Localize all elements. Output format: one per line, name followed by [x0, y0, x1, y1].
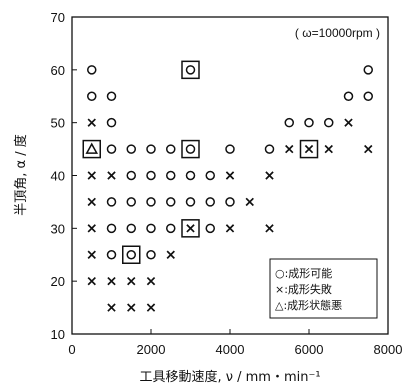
circle-point — [146, 197, 156, 207]
circle-point — [146, 223, 156, 234]
cross-point — [186, 224, 195, 233]
circle-point — [146, 144, 156, 154]
y-axis-title: 半頂角, α / 度 — [13, 134, 29, 215]
cross-point — [87, 276, 96, 286]
x-tick-label: 6000 — [295, 342, 324, 357]
y-tick-label: 70 — [51, 10, 65, 25]
boxed-point-frame — [82, 139, 101, 159]
cross-point — [87, 197, 96, 207]
cross-point — [146, 276, 156, 286]
circle-point — [106, 91, 117, 101]
x-tick-label: 8000 — [374, 342, 403, 357]
y-tick-label: 20 — [51, 274, 65, 289]
circle-point — [166, 197, 176, 207]
circle-point — [126, 250, 136, 260]
cross-point — [245, 197, 254, 207]
legend-label: ○:成形可能 — [275, 266, 332, 280]
circle-point — [363, 91, 373, 101]
cross-point — [146, 303, 156, 312]
data-marks — [82, 60, 373, 312]
boxed-point-frame — [299, 139, 319, 159]
circle-point — [284, 117, 294, 128]
boxed-point-frame — [181, 219, 200, 238]
axis-ticks: 0 2000 4000 6000 8000 10 20 30 40 50 60 70 — [51, 10, 403, 357]
legend: ○:成形可能 ×:成形失敗 △:成形状態悪 — [269, 258, 378, 319]
cross-point — [324, 144, 333, 154]
legend-box — [269, 258, 378, 319]
circle-point — [166, 170, 176, 181]
triangle-point — [85, 142, 99, 154]
circle-point — [106, 117, 117, 128]
circle-point — [106, 144, 117, 154]
x-tick-label: 0 — [68, 342, 75, 357]
boxed-point-frame — [181, 60, 200, 80]
circle-point — [146, 170, 156, 181]
y-tick-label: 40 — [51, 169, 65, 184]
legend-label: △:成形状態悪 — [275, 298, 342, 312]
circle-point — [126, 197, 136, 207]
cross-point — [225, 224, 235, 233]
circle-point — [106, 250, 117, 260]
y-tick-label: 50 — [51, 116, 65, 131]
circle-point — [363, 65, 373, 75]
circle-point — [87, 91, 97, 101]
circle-point — [225, 144, 235, 154]
circle-point — [106, 197, 117, 207]
cross-point — [87, 224, 96, 233]
annotation-label: ( ω=10000rpm ) — [295, 26, 380, 40]
circle-point — [205, 197, 215, 207]
cross-point — [304, 144, 314, 154]
boxed-point-frame — [181, 139, 200, 159]
cross-point — [127, 276, 136, 286]
circle-point — [185, 197, 196, 207]
circle-point — [126, 144, 136, 154]
circle-point — [87, 65, 97, 75]
cross-point — [87, 250, 96, 259]
y-tick-label: 10 — [51, 327, 65, 342]
cross-point — [107, 171, 116, 180]
circle-point — [205, 223, 215, 234]
cross-point — [166, 250, 175, 259]
cross-point — [344, 118, 353, 127]
cross-point — [87, 118, 96, 127]
circle-point — [166, 144, 176, 154]
legend-label: ×:成形失敗 — [275, 282, 332, 296]
cross-point — [265, 171, 274, 180]
x-axis-title: 工具移動速度, ν / mm・min⁻¹ — [139, 369, 320, 385]
circle-point — [185, 170, 196, 181]
cross-point — [285, 144, 294, 154]
circle-point — [185, 65, 196, 75]
cross-point — [265, 224, 274, 233]
y-tick-label: 30 — [51, 221, 65, 236]
circle-point — [205, 170, 215, 181]
circle-point — [324, 117, 334, 128]
x-tick-label: 4000 — [216, 342, 245, 357]
circle-point — [126, 223, 136, 234]
circle-point — [304, 117, 314, 128]
circle-point — [166, 223, 176, 234]
cross-point — [127, 303, 136, 312]
y-tick-label: 60 — [51, 63, 65, 78]
circle-point — [146, 250, 156, 260]
cross-point — [225, 171, 235, 180]
cross-point — [107, 303, 116, 312]
circle-point — [264, 144, 275, 154]
boxed-point-frame — [122, 245, 141, 264]
cross-point — [87, 171, 96, 180]
circle-point — [106, 223, 117, 234]
x-tick-label: 2000 — [137, 342, 166, 357]
circle-point — [126, 170, 136, 181]
circle-point — [343, 91, 354, 101]
cross-point — [364, 144, 373, 154]
cross-point — [107, 276, 116, 286]
circle-point — [185, 144, 196, 154]
legend-items: ○:成形可能 ×:成形失敗 △:成形状態悪 — [275, 266, 342, 312]
circle-point — [225, 197, 235, 207]
